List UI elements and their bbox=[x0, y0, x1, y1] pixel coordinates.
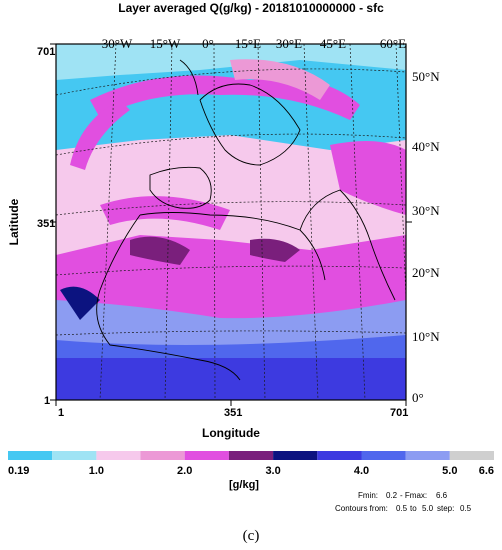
stats-fmin-label: Fmin: bbox=[358, 491, 378, 500]
field-patch-arabia bbox=[330, 141, 406, 215]
field-band-sahel bbox=[56, 300, 406, 345]
meridian-0 bbox=[213, 44, 216, 400]
field-plume-atlantic bbox=[90, 75, 360, 120]
graticule bbox=[56, 44, 406, 400]
colorbar bbox=[8, 451, 494, 460]
lat-label-10n: 10°N bbox=[412, 329, 440, 344]
colorbar-tick-label: 6.6 bbox=[479, 465, 494, 477]
field-band-gulf bbox=[56, 358, 406, 400]
y-tick-label-bottom: 1 bbox=[44, 395, 50, 407]
colorbar-tick-label: 2.0 bbox=[177, 465, 192, 477]
colorbar-swatch bbox=[228, 451, 274, 460]
colorbar-swatch bbox=[317, 451, 362, 460]
y-tick-label-mid: 351 bbox=[37, 218, 55, 230]
colorbar-unit: [g/kg] bbox=[229, 479, 259, 491]
stats-contours-label: Contours from: bbox=[335, 504, 388, 513]
stats-fmax-value: 6.6 bbox=[436, 491, 448, 500]
coastlines bbox=[96, 59, 396, 381]
parallel-40n bbox=[56, 133, 406, 156]
lat-label-20n: 20°N bbox=[412, 265, 440, 280]
coast-west-africa bbox=[96, 214, 241, 381]
field-core-atlantic-tropics bbox=[60, 286, 100, 320]
lon-label-60e: 60°E bbox=[380, 36, 406, 51]
meridian-45e bbox=[349, 44, 366, 400]
meridian-30e bbox=[303, 44, 319, 400]
colorbar-tick-label: 3.0 bbox=[265, 465, 280, 477]
x-tick-label-mid: 351 bbox=[224, 407, 242, 419]
colorbar-swatch bbox=[96, 451, 141, 460]
colorbar-tick-label: 4.0 bbox=[354, 465, 369, 477]
parallel-20n bbox=[56, 265, 406, 276]
parallel-50n bbox=[56, 68, 406, 96]
colorbar-swatch bbox=[405, 451, 450, 460]
stats-step-label: step: bbox=[437, 504, 454, 513]
colorbar-swatch bbox=[449, 451, 494, 460]
meridian-15w bbox=[164, 44, 173, 400]
lon-label-15e: 15°E bbox=[235, 36, 261, 51]
y-tick-label-top: 701 bbox=[37, 46, 55, 58]
x-axis-label: Longitude bbox=[202, 426, 260, 440]
field-plume-west bbox=[70, 100, 130, 170]
lon-label-15w: 15°W bbox=[150, 36, 181, 51]
coast-britain bbox=[179, 59, 199, 96]
coast-north-africa bbox=[139, 212, 326, 281]
stats-step-value: 0.5 bbox=[460, 504, 472, 513]
lon-label-30e: 30°E bbox=[276, 36, 302, 51]
lon-label-30w: 30°W bbox=[102, 36, 133, 51]
humidity-field bbox=[56, 44, 406, 400]
lon-label-45e: 45°E bbox=[320, 36, 346, 51]
x-tick-label-right: 701 bbox=[390, 407, 408, 419]
stats-fmin-value: 0.2 bbox=[386, 491, 398, 500]
lat-label-30n: 30°N bbox=[412, 203, 440, 218]
lat-label-0: 0° bbox=[412, 390, 424, 405]
chart-title: Layer averaged Q(g/kg) - 20181010000000 … bbox=[118, 1, 384, 15]
meridian-15e bbox=[257, 44, 266, 400]
colorbar-swatch bbox=[140, 451, 185, 460]
colorbar-swatch bbox=[361, 451, 406, 460]
colorbar-tick-label: 5.0 bbox=[442, 465, 457, 477]
coast-iberia bbox=[149, 166, 212, 209]
field-core-westafrica bbox=[130, 236, 190, 265]
field-band-equatorial bbox=[56, 335, 406, 360]
colorbar-tick-label: 1.0 bbox=[89, 465, 104, 477]
colorbar-swatch bbox=[8, 451, 53, 460]
colorbar-tick-labels: 0.19 1.0 2.0 3.0 4.0 5.0 6.6 bbox=[8, 465, 494, 477]
stats-fmax-label: - Fmax: bbox=[400, 491, 427, 500]
colorbar-swatch bbox=[273, 451, 318, 460]
lon-label-0: 0° bbox=[202, 36, 214, 51]
colorbar-tick-label: 0.19 bbox=[8, 465, 29, 477]
parallel-10n bbox=[56, 330, 406, 336]
coast-arabia bbox=[299, 189, 396, 301]
field-stats: Fmin: 0.2 - Fmax: 6.6 Contours from: 0.5… bbox=[335, 491, 472, 513]
lat-label-50n: 50°N bbox=[412, 69, 440, 84]
stats-contours-to: 5.0 bbox=[422, 504, 434, 513]
figure-caption: (c) bbox=[242, 528, 260, 544]
colorbar-swatch bbox=[52, 451, 97, 460]
stats-contours-to-label: to bbox=[410, 504, 417, 513]
field-patch-europe bbox=[230, 59, 330, 100]
field-band-tropical bbox=[56, 235, 406, 330]
y-axis-label: Latitude bbox=[7, 198, 21, 245]
coast-europe bbox=[199, 83, 301, 166]
colorbar-swatch bbox=[184, 451, 229, 460]
frame-ticks bbox=[50, 43, 412, 406]
x-tick-label-left: 1 bbox=[58, 407, 64, 419]
meridian-30w bbox=[99, 44, 117, 400]
stats-contours-from: 0.5 bbox=[396, 504, 408, 513]
lat-label-40n: 40°N bbox=[412, 139, 440, 154]
parallel-30n bbox=[56, 201, 406, 216]
